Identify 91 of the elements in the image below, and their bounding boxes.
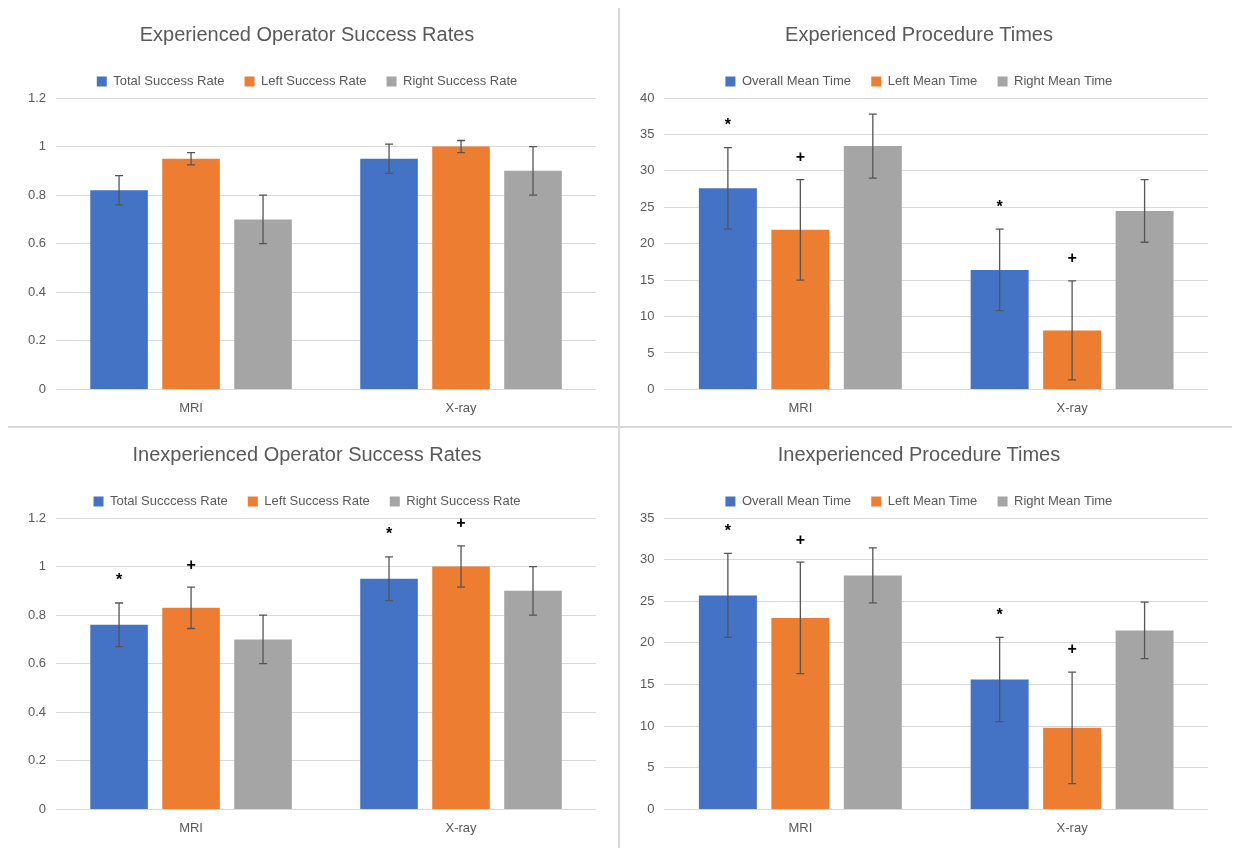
y-tick-label: 1.2 <box>27 509 47 525</box>
y-tick-label: 10 <box>639 717 655 733</box>
y-tick-label: 0 <box>647 800 655 816</box>
annotation: * <box>724 521 732 539</box>
y-tick-label: 0 <box>647 380 655 396</box>
y-tick-label: 5 <box>647 344 655 360</box>
y-tick-label: 0.2 <box>27 332 47 348</box>
bar <box>843 575 902 809</box>
bar <box>771 617 830 809</box>
y-tick-label: 35 <box>639 509 655 525</box>
bar <box>234 639 292 809</box>
annotation: + <box>186 555 196 573</box>
bar <box>843 146 902 389</box>
legend-label: Right Mean Time <box>1014 73 1113 89</box>
y-tick-label: 30 <box>639 162 655 178</box>
bar <box>504 170 562 389</box>
y-tick-label: 25 <box>639 198 655 214</box>
y-tick-label: 20 <box>639 634 655 650</box>
bar <box>1115 210 1174 389</box>
y-tick-label: 0.6 <box>27 235 47 251</box>
legend-label: Left Success Rate <box>261 73 367 89</box>
y-tick-label: 0.8 <box>27 186 47 202</box>
y-tick-label: 15 <box>639 271 655 287</box>
x-tick-label: X-ray <box>445 399 478 415</box>
bar <box>698 188 757 389</box>
bar <box>432 146 490 389</box>
bar <box>1043 330 1102 389</box>
annotation: + <box>1067 640 1077 658</box>
x-tick-label: MRI <box>788 399 813 415</box>
chart-title: Experienced Operator Success Rates <box>139 22 475 45</box>
annotation: + <box>456 514 466 532</box>
bar <box>432 566 490 809</box>
y-tick-label: 1 <box>38 138 47 154</box>
annotation: * <box>996 197 1004 215</box>
bar <box>162 607 220 809</box>
y-tick-label: 40 <box>639 89 655 105</box>
bar <box>771 229 830 389</box>
chart-title: Inexperienced Operator Success Rates <box>132 442 482 465</box>
annotation: * <box>385 525 393 543</box>
x-tick-label: X-ray <box>445 819 478 835</box>
x-tick-label: MRI <box>179 819 203 835</box>
legend-label: Total Succcess Rate <box>110 493 228 509</box>
legend-label: Total Success Rate <box>113 73 225 89</box>
annotation: + <box>1067 249 1077 267</box>
bar <box>1115 630 1174 809</box>
legend-label: Overall Mean Time <box>741 493 852 509</box>
bar <box>504 590 562 809</box>
annotation: * <box>115 571 123 589</box>
x-tick-label: X-ray <box>1056 399 1089 415</box>
y-tick-label: 35 <box>639 126 655 141</box>
y-tick-label: 10 <box>639 308 655 324</box>
legend-label: Overall Mean Time <box>741 73 852 89</box>
bar <box>162 158 220 389</box>
bar <box>90 624 148 809</box>
legend-label: Left Mean Time <box>887 493 978 509</box>
chart-title: Inexperienced Procedure Times <box>777 442 1061 465</box>
bar <box>970 269 1029 389</box>
y-tick-label: 0 <box>38 380 47 396</box>
annotation: + <box>795 148 806 165</box>
legend-label: Right Success Rate <box>403 73 518 89</box>
bar <box>698 595 757 809</box>
y-tick-label: 5 <box>647 759 655 775</box>
x-tick-label: X-ray <box>1056 819 1089 835</box>
y-tick-label: 0.4 <box>27 703 47 719</box>
legend-label: Right Mean Time <box>1014 493 1113 509</box>
chart-title: Experienced Procedure Times <box>785 22 1053 45</box>
annotation: * <box>724 115 732 133</box>
y-tick-label: 15 <box>639 676 655 692</box>
bar <box>90 190 148 389</box>
bar <box>970 679 1029 809</box>
legend-label: Left Success Rate <box>264 493 370 509</box>
legend-label: Left Mean Time <box>887 73 978 89</box>
y-tick-label: 0 <box>38 800 47 816</box>
x-tick-label: MRI <box>179 399 203 415</box>
y-tick-label: 1.2 <box>27 89 47 105</box>
y-tick-label: 20 <box>639 235 655 251</box>
bar <box>360 578 418 809</box>
annotation: + <box>795 530 806 548</box>
legend-label: Right Success Rate <box>406 493 521 509</box>
bar <box>1043 727 1102 809</box>
y-tick-label: 0.4 <box>27 283 47 299</box>
annotation: * <box>996 605 1004 623</box>
y-tick-label: 0.8 <box>27 606 47 622</box>
bar <box>234 219 292 389</box>
y-tick-label: 0.6 <box>27 655 47 671</box>
y-tick-label: 0.2 <box>27 752 47 768</box>
x-tick-label: MRI <box>788 819 813 835</box>
y-tick-label: 1 <box>38 558 47 574</box>
y-tick-label: 25 <box>639 592 655 608</box>
y-tick-label: 30 <box>639 551 655 567</box>
bar <box>360 158 418 389</box>
